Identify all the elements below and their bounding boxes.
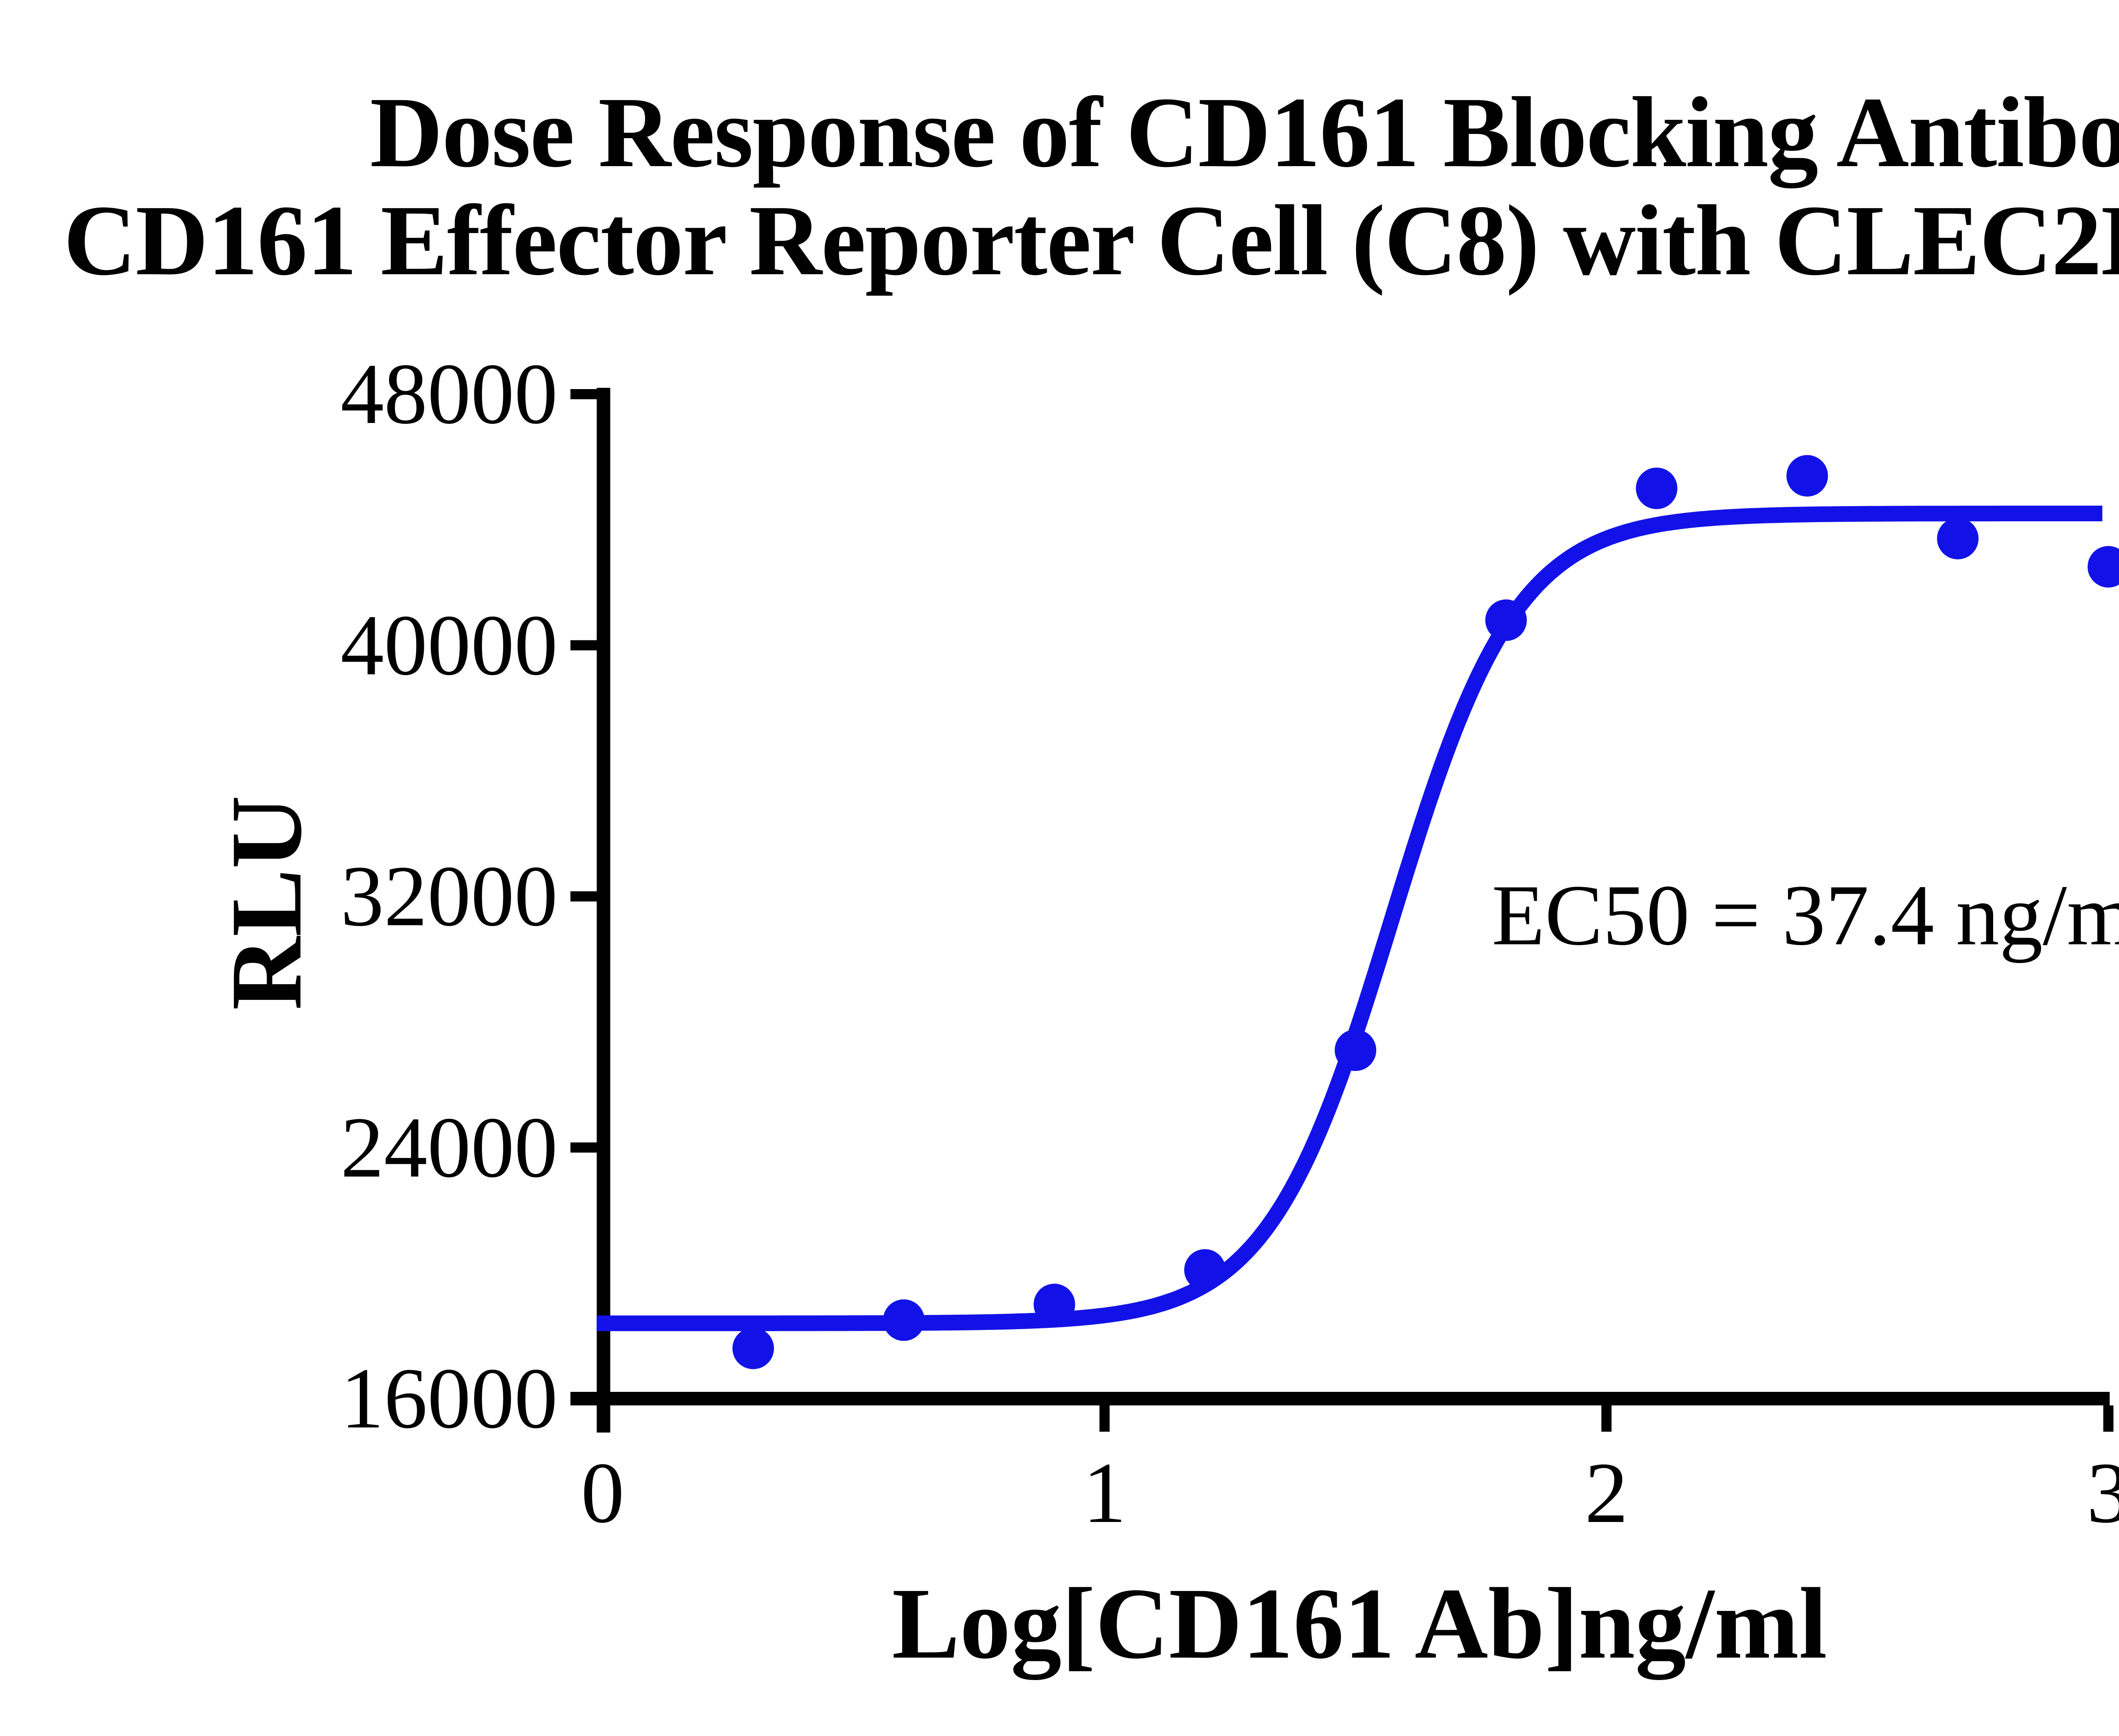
chart-title-line1: Dose Response of CD161 Blocking Antibody… (370, 77, 2119, 188)
y-tick (570, 891, 597, 901)
x-axis-line (570, 1392, 2110, 1405)
y-axis-line (597, 388, 610, 1433)
x-tick (1601, 1405, 1612, 1432)
data-point (883, 1299, 925, 1341)
chart-title: Dose Response of CD161 Blocking Antibody… (0, 78, 2119, 295)
y-tick-label: 16000 (340, 1350, 558, 1447)
data-point (1033, 1283, 1075, 1325)
ec50-annotation: EC50 = 37.4 ng/ml (1492, 867, 2119, 963)
y-tick (570, 1142, 597, 1153)
y-tick-label: 24000 (340, 1099, 558, 1196)
data-point (2087, 546, 2119, 588)
data-point (1184, 1249, 1226, 1291)
data-point (1485, 599, 1527, 641)
data-point (1937, 517, 1979, 559)
y-tick-label: 32000 (340, 848, 558, 944)
y-tick (570, 389, 597, 399)
y-tick (570, 640, 597, 651)
x-tick-label: 0 (581, 1445, 625, 1541)
x-tick (2103, 1405, 2113, 1432)
y-tick-label: 40000 (340, 597, 558, 693)
data-point (1786, 455, 1828, 497)
fit-curve (592, 506, 2108, 1331)
y-tick-label: 48000 (340, 346, 558, 442)
x-tick-label: 2 (1585, 1445, 1628, 1541)
x-tick (598, 1405, 608, 1432)
data-point (1335, 1029, 1377, 1071)
x-tick-label: 1 (1083, 1445, 1126, 1541)
x-axis-title: Log[CD161 Ab]ng/ml (892, 1567, 1827, 1680)
chart-title-line2: CD161 Effector Reporter Cell (C8) with C… (63, 185, 2119, 296)
y-tick (570, 1394, 597, 1404)
x-tick-label: 3 (2086, 1445, 2119, 1541)
data-point (1636, 467, 1677, 509)
x-tick (1099, 1405, 1110, 1432)
data-point (732, 1327, 774, 1369)
